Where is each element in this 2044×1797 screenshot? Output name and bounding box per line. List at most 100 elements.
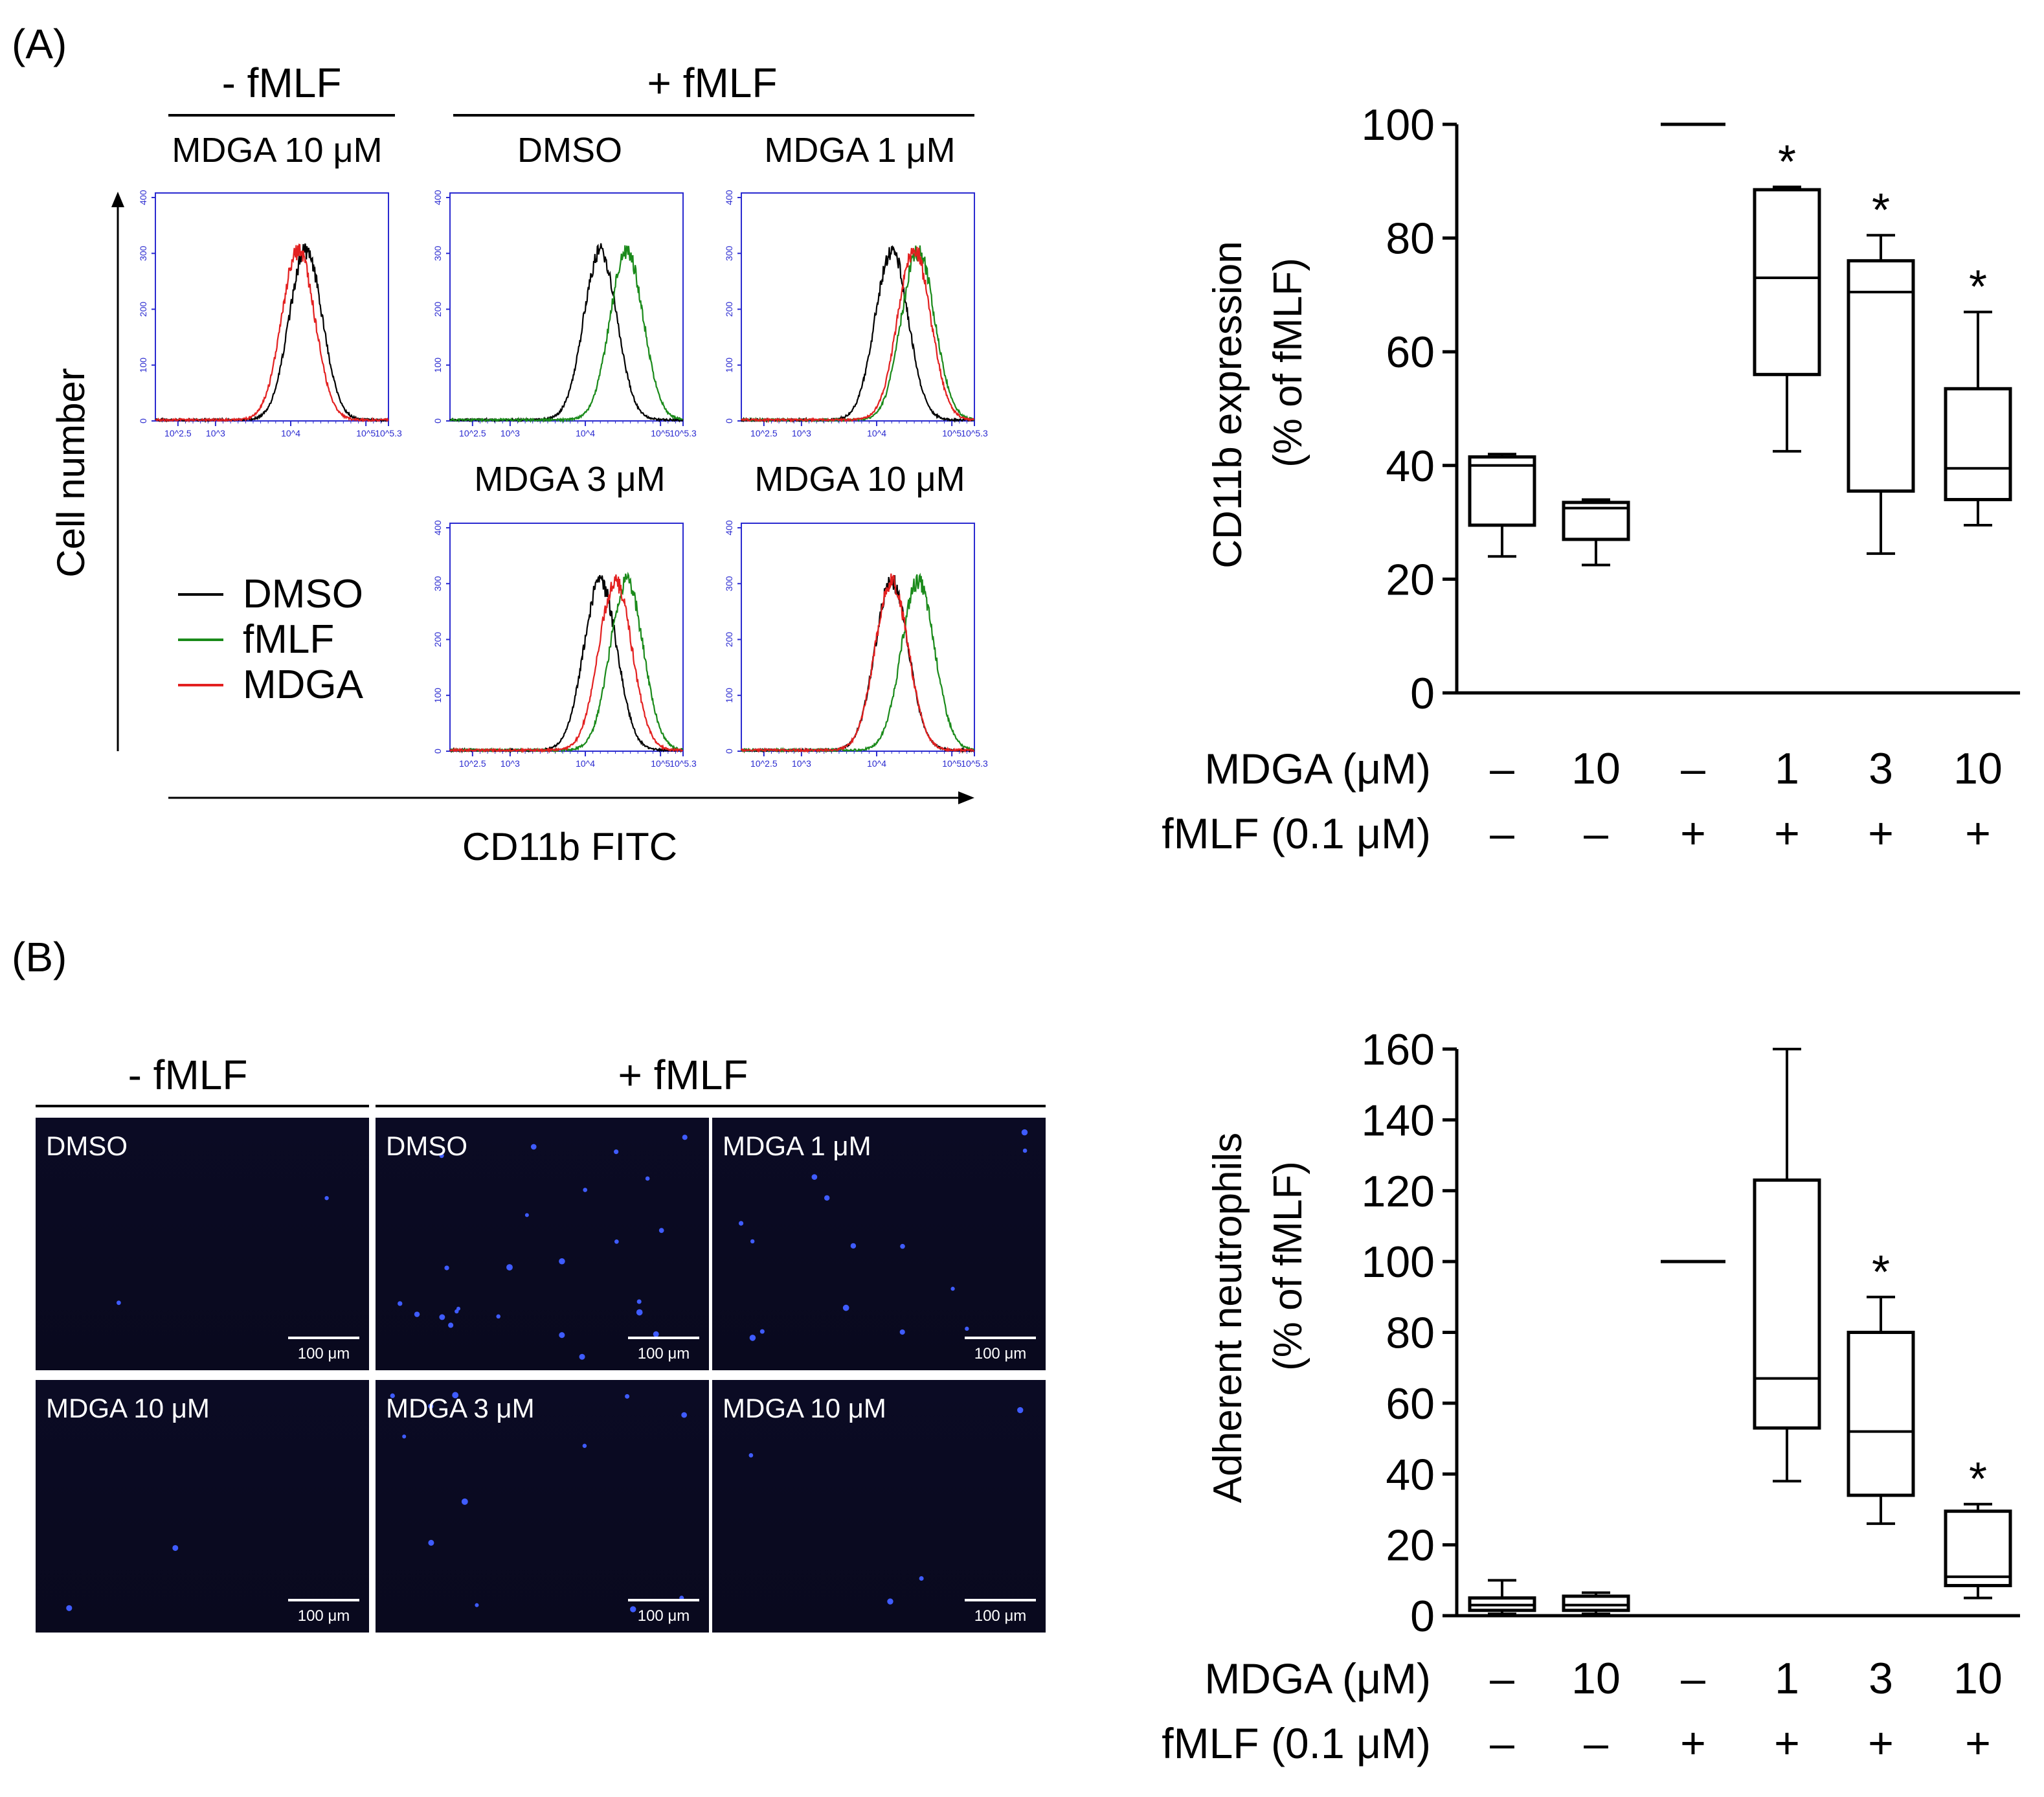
histogram-x-tick-label: 10^5 — [942, 758, 961, 769]
histogram-y-tick-label: 0 — [724, 749, 734, 754]
histogram-y-tick-label: 300 — [432, 245, 443, 261]
histogram-frame — [741, 523, 975, 752]
micrograph-3: MDGA 1 μM 100 μm — [712, 1118, 1046, 1370]
neutrophil-cell — [172, 1544, 179, 1551]
neutrophil-cell — [965, 1326, 969, 1331]
micrograph-background — [36, 1380, 369, 1633]
neutrophil-cell — [455, 1309, 459, 1314]
y-tick-label: 20 — [1386, 1521, 1435, 1570]
micrograph-background — [376, 1118, 709, 1370]
histogram-x-tick-label: 10^2.5 — [750, 428, 778, 438]
mdga-value: 10 — [1953, 744, 2003, 793]
mdga-value: 3 — [1869, 744, 1893, 793]
neutrophil-cell — [402, 1434, 407, 1439]
y-tick-label: 60 — [1386, 328, 1435, 377]
histogram-x-tick-label: 10^3 — [500, 758, 520, 769]
histogram-mdga3-fmlf: 0 100 200 300 400 10^2.5 10^3 10^4 10^5 10^5.3 — [432, 520, 697, 769]
histogram-curve-red — [741, 247, 975, 424]
box — [1562, 1594, 1630, 1612]
histogram-y-tick-label: 400 — [138, 190, 148, 205]
neutrophil-cell — [824, 1195, 830, 1201]
micrograph-4: MDGA 10 μM 100 μm — [36, 1380, 369, 1633]
neutrophil-cell — [324, 1195, 329, 1201]
box-a-ylabel-line2: (% of fMLF) — [1266, 258, 1310, 468]
neutrophil-cell — [439, 1314, 445, 1320]
hist-title-5: MDGA 10 μM — [754, 460, 965, 499]
neutrophil-cell — [583, 1188, 588, 1192]
minus-fmlf-header-b: - fMLF — [128, 1052, 248, 1098]
box — [1847, 1331, 1915, 1497]
neutrophil-cell — [390, 1393, 395, 1399]
histogram-curve-red — [155, 243, 389, 423]
conditions-table-a: MDGA (μM) fMLF (0.1 μM) – – 10 – – +1 +3 +10 + — [1162, 744, 2003, 858]
histogram-x-tick-label: 10^5 — [942, 428, 961, 438]
neutrophil-cell — [900, 1243, 905, 1249]
neutrophil-cell — [506, 1264, 513, 1271]
neutrophil-cell — [582, 1443, 587, 1448]
fmlf-row-label-a: fMLF (0.1 μM) — [1162, 809, 1431, 857]
histogram-mdga10-no-fmlf: 0 100 200 300 400 10^2.5 10^3 10^4 10^5 10^5.3 — [138, 190, 402, 438]
neutrophil-cell — [559, 1258, 565, 1265]
panel-b-label: (B) — [12, 934, 67, 980]
histogram-y-tick-label: 300 — [432, 576, 443, 591]
histogram-y-tick-label: 400 — [724, 190, 734, 205]
neutrophil-cell — [475, 1603, 479, 1607]
histogram-frame — [155, 192, 389, 422]
y-tick-label: 20 — [1386, 555, 1435, 604]
histogram-y-tick-label: 200 — [138, 302, 148, 317]
cd11b-arrowhead — [958, 791, 974, 804]
cell-number-label: Cell number — [49, 368, 93, 577]
scale-bar-label: 100 μm — [974, 1345, 1027, 1362]
mdga-value: – — [1681, 1654, 1705, 1703]
fmlf-value: + — [1774, 809, 1800, 858]
neutrophil-cell — [579, 1353, 585, 1360]
histogram-x-tick-label: 10^5 — [651, 428, 670, 438]
significance-marker: * — [1778, 137, 1796, 188]
box — [1944, 387, 2012, 501]
histogram-y-tick-label: 100 — [724, 357, 734, 373]
histogram-y-tick-label: 100 — [724, 688, 734, 703]
y-tick-label: 120 — [1362, 1167, 1435, 1216]
neutrophil-cell — [759, 1329, 765, 1334]
neutrophil-cell — [428, 1539, 434, 1546]
neutrophil-cell — [919, 1576, 924, 1581]
histogram-frame — [449, 523, 684, 752]
histogram-y-tick-label: 200 — [724, 302, 734, 317]
histogram-y-tick-label: 0 — [432, 749, 443, 754]
significance-marker: * — [1872, 1247, 1890, 1298]
histogram-curve-green — [741, 245, 975, 424]
neutrophil-cell — [636, 1299, 642, 1304]
micrograph-1: DMSO 100 μm — [36, 1118, 369, 1370]
panel-a-histograms: (A) - fMLF + fMLF MDGA 10 μM DMSO MDGA 1… — [12, 21, 988, 868]
neutrophil-cell — [444, 1265, 449, 1271]
box — [1847, 259, 1915, 493]
neutrophil-cell — [1022, 1148, 1028, 1153]
significance-marker: * — [1969, 262, 1987, 313]
neutrophil-cell — [524, 1213, 529, 1217]
histogram-y-tick-label: 300 — [138, 245, 148, 261]
fmlf-value: – — [1490, 1719, 1514, 1768]
box-a-ylabel-line1: CD11b expression — [1206, 241, 1250, 568]
neutrophil-cell — [614, 1239, 619, 1244]
micrograph-5: MDGA 3 μM 100 μm — [376, 1380, 709, 1633]
neutrophil-cell — [66, 1605, 73, 1611]
hist-title-4: MDGA 3 μM — [474, 460, 665, 499]
histogram-y-tick-label: 400 — [724, 520, 734, 536]
histogram-x-tick-label: 10^2.5 — [459, 428, 486, 438]
neutrophil-cell — [750, 1239, 755, 1244]
histogram-y-tick-label: 200 — [432, 632, 443, 648]
plus-fmlf-header-b: + fMLF — [618, 1052, 748, 1098]
fmlf-value: – — [1584, 1719, 1608, 1768]
micrograph-label: MDGA 10 μM — [723, 1393, 886, 1423]
boxplot-cd11b-expression: CD11b expression (% of fMLF) 0 20 40 60 80 10… — [1206, 100, 2020, 718]
neutrophil-cell — [398, 1301, 403, 1306]
scale-bar-label: 100 μm — [974, 1607, 1027, 1625]
fmlf-value: + — [1868, 809, 1894, 858]
micrograph-background — [376, 1380, 709, 1633]
legend-label-dmso: DMSO — [243, 572, 363, 616]
histogram-x-tick-label: 10^2.5 — [459, 758, 486, 769]
mdga-row-label-a: MDGA (μM) — [1204, 745, 1431, 793]
fmlf-value: + — [1680, 1719, 1706, 1768]
significance-marker: * — [1969, 1454, 1987, 1506]
